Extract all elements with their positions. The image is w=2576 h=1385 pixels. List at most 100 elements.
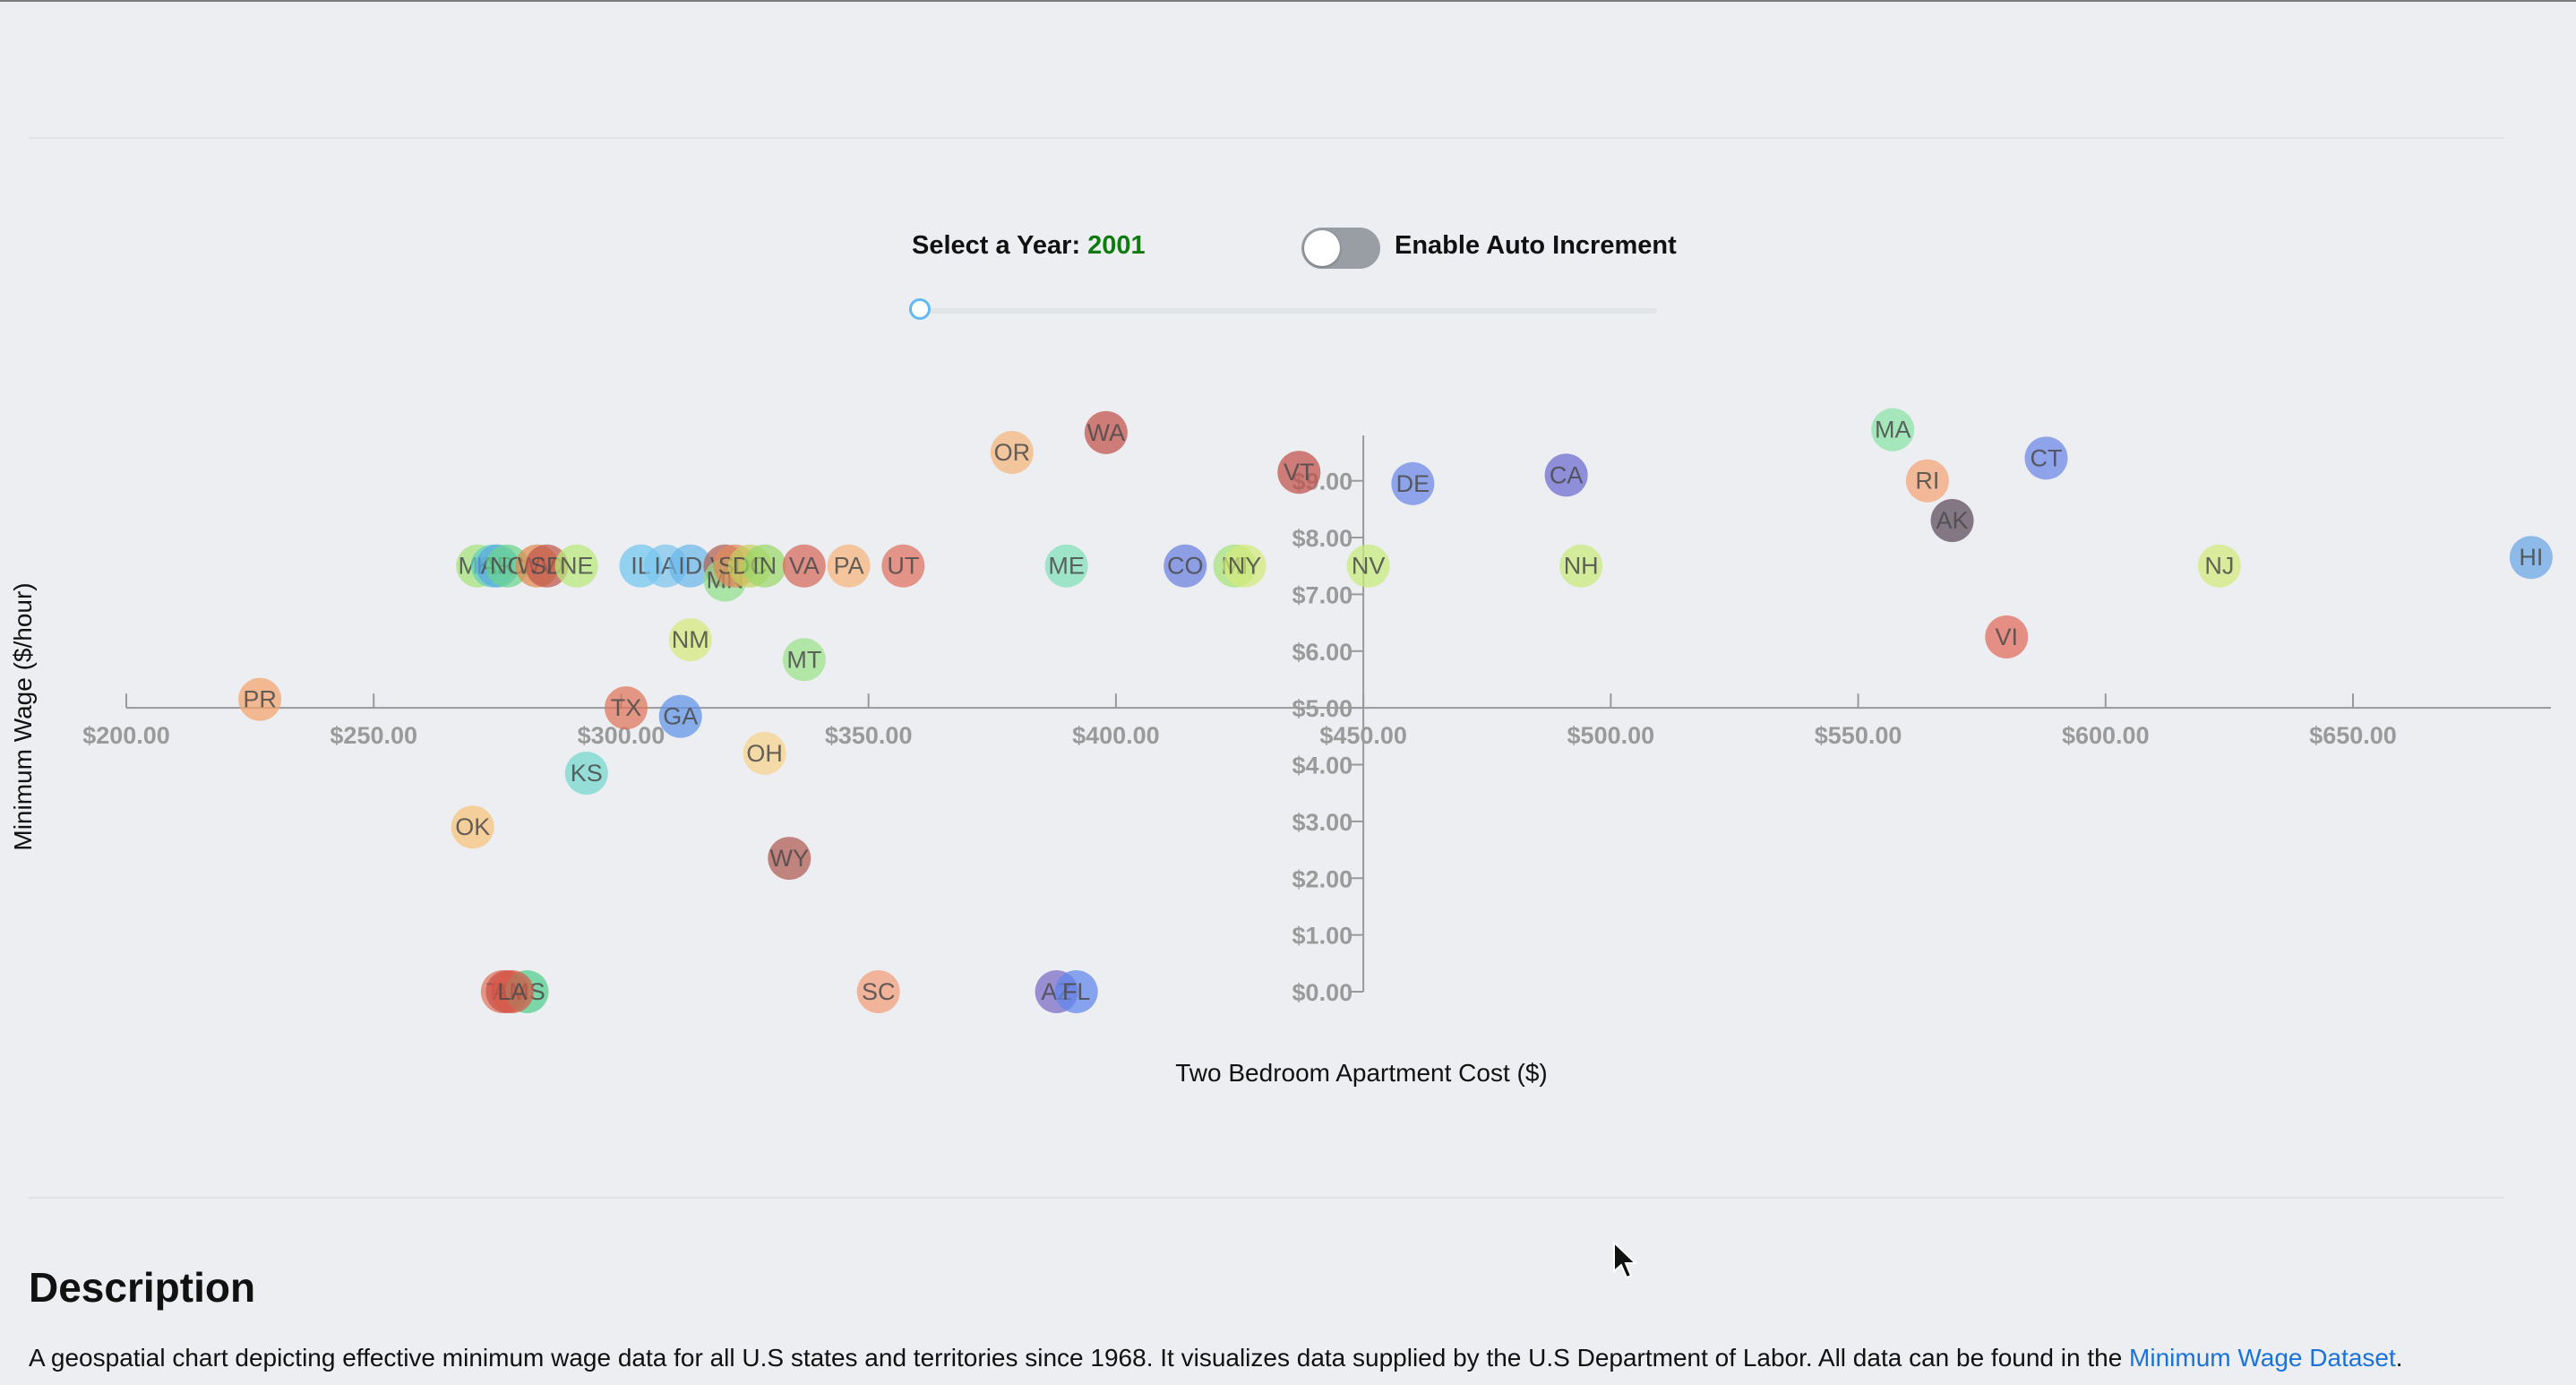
data-point-hi: HI — [2509, 536, 2553, 580]
x-tick-label: $550.00 — [1815, 722, 1902, 749]
data-point-ga: GA — [658, 694, 702, 738]
data-point-ca: CA — [1544, 453, 1588, 497]
data-point-co: CO — [1163, 544, 1207, 588]
data-point-marker — [2024, 436, 2068, 480]
data-point-nv: NV — [1346, 544, 1390, 588]
data-point-ct: CT — [2024, 436, 2068, 480]
x-axis-label: Two Bedroom Apartment Cost ($) — [1175, 1059, 1548, 1087]
data-point-label: ID — [678, 553, 702, 580]
toggle-knob — [1304, 230, 1340, 266]
data-point-marker — [490, 970, 534, 1013]
data-point-marker — [782, 638, 826, 682]
data-point-marker — [1346, 544, 1390, 588]
data-point-label: WY — [770, 845, 810, 872]
minimum-wage-dataset-link[interactable]: Minimum Wage Dataset — [2129, 1344, 2396, 1372]
data-point-label: NH — [1564, 553, 1599, 580]
data-point-label: LA — [497, 978, 527, 1005]
y-tick-label: $4.00 — [1292, 753, 1353, 779]
data-point-label: VI — [1996, 624, 2019, 650]
bottom-divider — [29, 1197, 2504, 1199]
x-tick-label: $400.00 — [1072, 722, 1160, 749]
data-point-marker — [1277, 451, 1321, 495]
data-point-marker — [554, 544, 598, 588]
data-point-mt: MT — [782, 638, 826, 682]
year-value: 2001 — [1087, 231, 1146, 260]
data-point-nj: NJ — [2197, 544, 2241, 588]
data-point-marker — [564, 752, 608, 796]
data-point-de: DE — [1391, 461, 1435, 505]
data-point-pa: PA — [827, 544, 871, 588]
data-point-ak: AK — [1930, 499, 1974, 543]
data-point-marker — [881, 544, 925, 588]
data-point-marker — [768, 837, 811, 881]
data-point-label: OK — [455, 813, 490, 840]
data-point-label: HI — [2519, 544, 2543, 571]
data-point-marker — [1871, 408, 1915, 452]
data-point-vt: VT — [1277, 451, 1321, 495]
auto-increment-toggle[interactable] — [1301, 228, 1380, 269]
data-point-in: IN — [743, 544, 786, 588]
description-end: . — [2395, 1344, 2403, 1372]
year-label: Select a Year: 2001 — [912, 231, 1146, 261]
year-slider-track[interactable] — [923, 308, 1657, 314]
data-point-marker — [856, 970, 900, 1013]
data-point-label: MA — [1875, 417, 1911, 443]
data-point-tx: TX — [604, 686, 648, 730]
data-point-marker — [485, 544, 529, 588]
data-point-label: AK — [1936, 507, 1969, 534]
data-point-marker — [1905, 459, 1949, 503]
data-point-marker — [1930, 499, 1974, 543]
data-point-oh: OH — [743, 731, 786, 775]
x-tick-label: $600.00 — [2062, 722, 2150, 749]
data-point-la: LA — [490, 970, 534, 1013]
y-axis-label: Minimum Wage ($/hour) — [9, 582, 37, 851]
data-point-label: RI — [1915, 468, 1939, 495]
data-point-label: NV — [1352, 553, 1386, 580]
data-point-marker — [1391, 461, 1435, 505]
mouse-pointer-icon — [1613, 1241, 1638, 1279]
data-point-marker — [743, 731, 786, 775]
data-point-label: NJ — [2204, 553, 2234, 580]
data-point-or: OR — [990, 431, 1034, 475]
data-point-marker — [1084, 410, 1128, 454]
data-point-label: NM — [672, 626, 709, 653]
data-point-marker — [782, 544, 826, 588]
data-point-label: IN — [752, 553, 777, 580]
data-point-marker — [238, 677, 282, 721]
description-text: A geospatial chart depicting effective m… — [29, 1344, 2403, 1372]
auto-increment-label: Enable Auto Increment — [1395, 231, 1677, 260]
data-point-marker — [2197, 544, 2241, 588]
data-point-marker — [668, 544, 712, 588]
year-slider-thumb[interactable] — [909, 298, 931, 320]
data-point-label: CT — [2031, 444, 2063, 471]
data-point-label: FL — [1062, 978, 1091, 1005]
data-point-marker — [1163, 544, 1207, 588]
data-point-label: SC — [862, 978, 896, 1005]
data-point-label: OR — [994, 439, 1031, 466]
data-point-ks: KS — [564, 752, 608, 796]
data-point-va: VA — [782, 544, 826, 588]
x-tick-label: $650.00 — [2309, 722, 2397, 749]
data-point-label: TX — [611, 694, 642, 721]
description-body: A geospatial chart depicting effective m… — [29, 1344, 2130, 1372]
data-point-marker — [827, 544, 871, 588]
data-point-ny: NY — [1223, 544, 1267, 588]
x-tick-label: $200.00 — [82, 722, 170, 749]
x-tick-label: $500.00 — [1567, 722, 1655, 749]
x-tick-label: $250.00 — [330, 722, 417, 749]
y-tick-label: $3.00 — [1292, 809, 1353, 836]
data-point-label: KS — [571, 760, 603, 787]
year-label-text: Select a Year: — [912, 231, 1088, 260]
data-point-marker — [990, 431, 1034, 475]
data-point-ok: OK — [451, 805, 494, 849]
data-point-me: ME — [1044, 544, 1088, 588]
data-point-label: VT — [1284, 459, 1315, 486]
top-divider — [29, 137, 2504, 139]
data-point-wy: WY — [768, 837, 811, 881]
y-tick-label: $1.00 — [1292, 923, 1353, 950]
data-point-ne: NE — [554, 544, 598, 588]
y-tick-label: $5.00 — [1292, 695, 1353, 722]
y-tick-label: $7.00 — [1292, 581, 1353, 608]
data-point-label: OH — [746, 740, 783, 767]
data-point-pr: PR — [238, 677, 282, 721]
